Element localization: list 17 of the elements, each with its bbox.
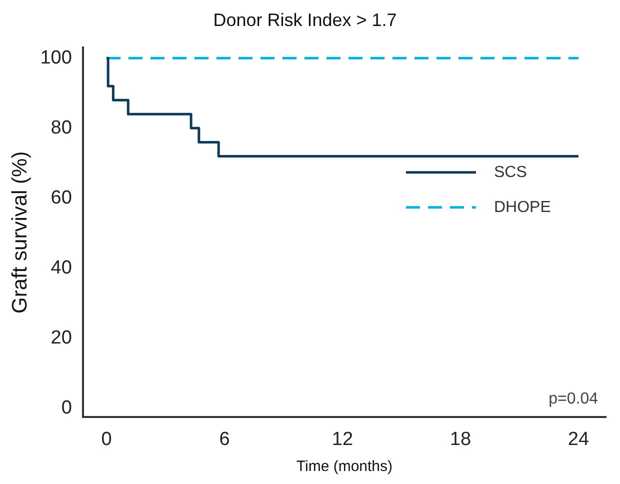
- legend-label: DHOPE: [494, 198, 551, 216]
- x-tick-label: 18: [450, 428, 472, 450]
- x-tick-label: 12: [332, 428, 354, 450]
- y-tick-label: 0: [61, 398, 72, 419]
- y-tick-label: 40: [50, 258, 72, 279]
- x-tick-label: 6: [219, 428, 230, 450]
- legend-label: SCS: [494, 164, 527, 181]
- x-axis-title: Time (months): [296, 458, 393, 476]
- annotation: p=0.04: [548, 390, 598, 408]
- y-tick-label: 100: [40, 47, 72, 68]
- y-tick-label: 60: [50, 187, 72, 208]
- y-axis-title: Graft survival (%): [8, 151, 32, 314]
- x-tick-label: 24: [568, 428, 590, 450]
- y-tick-label: 20: [50, 328, 72, 349]
- x-tick-label: 0: [101, 428, 112, 450]
- chart-title: Donor Risk Index > 1.7: [213, 10, 397, 30]
- y-tick-label: 80: [50, 117, 72, 138]
